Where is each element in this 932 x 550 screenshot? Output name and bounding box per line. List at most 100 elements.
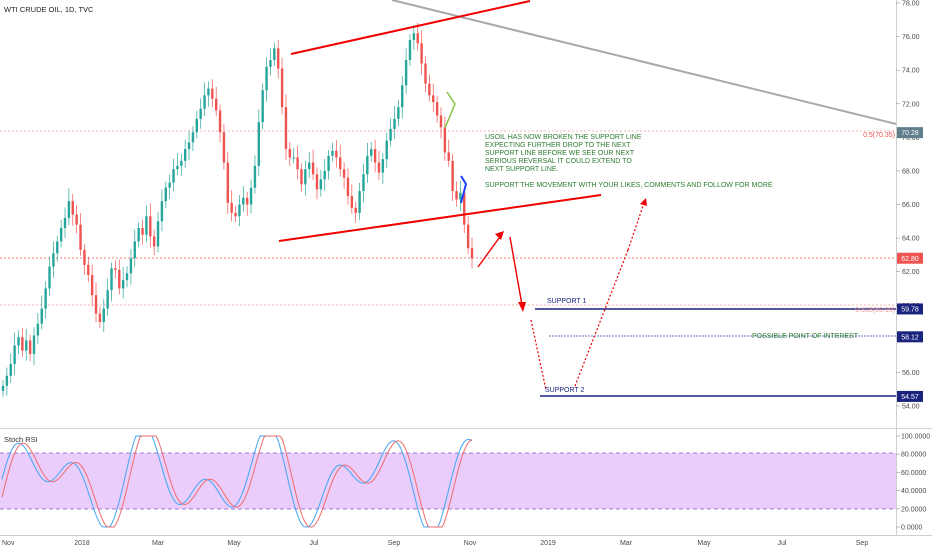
candle-body	[459, 192, 462, 200]
candle-body	[393, 118, 396, 129]
candle-body	[346, 177, 350, 197]
time-tick-label: May	[697, 540, 711, 547]
candle-body	[335, 150, 338, 158]
channel-lower-line[interactable]	[278, 194, 602, 242]
candle-body	[397, 107, 400, 119]
price-badge-label: 54.57	[901, 394, 919, 401]
candle-body	[36, 323, 40, 336]
time-tick-label: Sep	[388, 540, 401, 547]
candle-body	[152, 236, 156, 247]
price-badge-label: 59.78	[901, 307, 919, 314]
candle-body	[203, 95, 206, 109]
projection-up-arrow	[477, 233, 503, 268]
candle-body	[87, 264, 90, 276]
stoch-label: Stoch RSI	[4, 435, 38, 444]
candle-body	[83, 249, 86, 265]
candle-body	[304, 169, 307, 185]
candle-body	[145, 216, 148, 235]
price-badge-label: 58.12	[901, 334, 919, 341]
price-tick-label: 76.00	[902, 34, 920, 41]
candle-body	[180, 160, 183, 166]
candle-body	[373, 149, 377, 163]
price-tick-label: 78.00	[902, 1, 920, 8]
price-pane[interactable]	[0, 0, 896, 428]
price-badge	[897, 331, 923, 343]
candle-body	[331, 150, 334, 156]
candle-body	[451, 160, 454, 192]
candle-body	[94, 295, 98, 314]
candle-body	[249, 187, 253, 205]
price-badge-label: 62.80	[901, 256, 919, 263]
candle-body	[273, 48, 276, 61]
time-tick-label: Mar	[620, 540, 633, 547]
candle-body	[315, 174, 319, 190]
price-badges: 70.28 62.80 59.78 58.12 54.57	[897, 127, 923, 402]
candle-body	[300, 169, 303, 185]
time-tick-label: Jul	[778, 540, 787, 547]
time-tick-label: Sep	[856, 540, 869, 547]
projection-down-arrowhead	[518, 302, 526, 312]
candle-body	[327, 155, 330, 171]
candle-body	[17, 337, 20, 346]
candle-body	[129, 258, 133, 274]
candle-body	[245, 197, 249, 205]
price-tick-label: 56.00	[902, 370, 920, 377]
candle-body	[44, 288, 47, 309]
candle-body	[230, 202, 233, 213]
candle-body	[319, 179, 323, 190]
candle-body	[25, 340, 28, 351]
channel-upper-line[interactable]	[290, 0, 531, 55]
candle-body	[296, 157, 299, 170]
candle-body	[28, 340, 32, 354]
candle-body	[265, 66, 268, 91]
price-tick-label: 72.00	[902, 101, 920, 108]
candle-body	[106, 290, 109, 309]
support-2-label: SUPPORT 2	[545, 387, 585, 394]
candle-body	[432, 95, 435, 103]
candle-body	[160, 201, 164, 222]
time-tick-label: 2019	[540, 540, 556, 547]
candle-body	[13, 345, 16, 365]
projection-up-arrowhead	[495, 231, 504, 240]
candle-body	[172, 169, 175, 183]
candle-body	[222, 132, 226, 163]
candle-body	[52, 253, 55, 267]
annotation-line: SUPPORT THE MOVEMENT WITH YOUR LIKES, CO…	[485, 182, 773, 189]
candle-body	[211, 88, 214, 99]
candle-body	[428, 83, 431, 96]
chart-title: WTI CRUDE OIL, 1D, TVC	[4, 5, 94, 14]
pattern-marker-blue	[460, 175, 468, 204]
time-tick-label: Jul	[310, 540, 319, 547]
candle-body	[48, 266, 51, 289]
stoch-d-line	[1, 435, 473, 528]
price-tick-label: 70.00	[902, 135, 920, 142]
time-tick-label: Nov	[464, 540, 477, 547]
candle-body	[156, 221, 160, 247]
projection-dotted-up-1	[574, 249, 629, 387]
candle-body	[257, 122, 261, 166]
candle-body	[168, 182, 171, 188]
projection-down-arrow	[509, 236, 523, 306]
candle-body	[114, 268, 117, 270]
stoch-tick-label: 20.0000	[901, 506, 926, 513]
candle-body	[366, 155, 369, 175]
candle-body	[242, 197, 245, 205]
candle-body	[102, 308, 105, 323]
fib-label-0618: 0.618(59.99)	[855, 307, 895, 314]
stoch-tick-label: 40.0000	[901, 488, 926, 495]
candle-body	[67, 201, 71, 218]
candle-body	[292, 157, 295, 159]
candle-body	[311, 162, 315, 175]
candle-body	[354, 207, 357, 213]
candle-body	[261, 90, 264, 123]
annotation-line: SERIOUS REVERSAL IT COULD EXTEND TO	[485, 158, 632, 165]
candle-body	[269, 60, 272, 67]
candle-body	[183, 149, 187, 161]
stoch-tick-label: 100.0000	[901, 434, 930, 441]
candle-body	[342, 169, 346, 178]
annotation-line: EXPECTING FURTHER DROP TO THE NEXT	[485, 142, 631, 149]
price-tick-label: 64.00	[902, 236, 920, 243]
price-badge	[897, 390, 923, 402]
descending-trendline[interactable]	[391, 0, 897, 125]
